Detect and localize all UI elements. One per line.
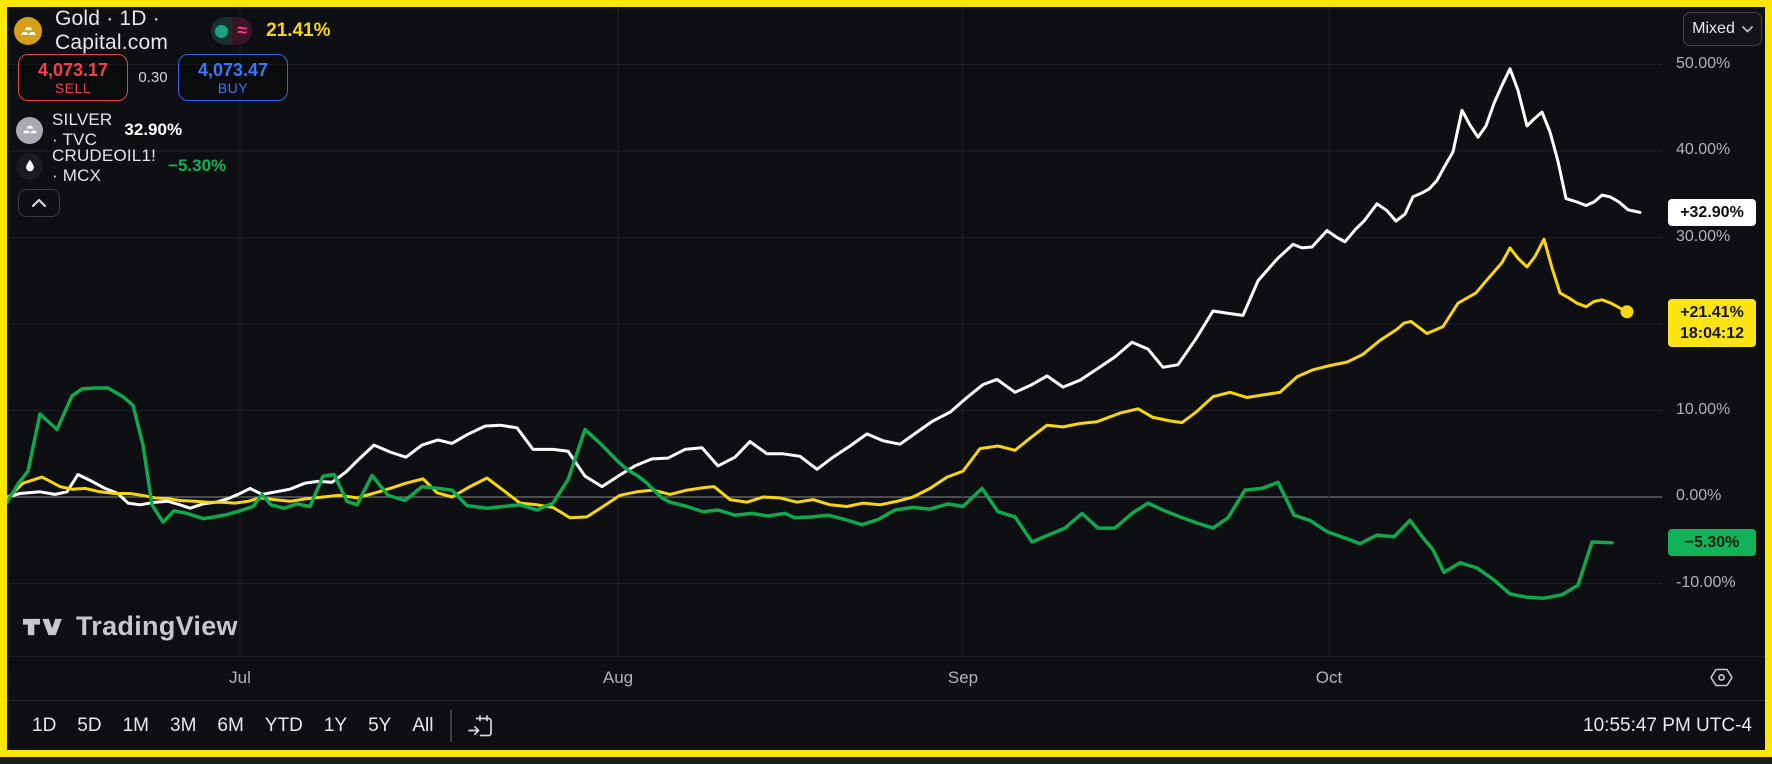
silver-badge: +32.90% [1668,198,1756,226]
watermark-text: TradingView [76,611,238,641]
range-button-1d[interactable]: 1D [32,715,57,736]
range-button-6m[interactable]: 6M [217,715,244,736]
date-range-buttons: 1D 5D 1M 3M 6M YTD 1Y 5Y All [25,712,440,740]
scale-mode-dropdown[interactable]: Mixed [1683,12,1762,46]
tradingview-watermark: TradingView [23,611,238,642]
price-axis-label: 40.00% [1676,141,1731,158]
range-button-3m[interactable]: 3M [170,715,197,736]
green-dot-icon [215,24,229,38]
bottom-toolbar: 1D 5D 1M 3M 6M YTD 1Y 5Y All 10:55:47 PM UTC-4 [7,700,1765,751]
approx-icon: ≈ [237,20,248,40]
price-axis-label: 50.00% [1676,54,1731,72]
compare-change-crudeoil: −5.30% [168,156,227,175]
price-scale[interactable]: 50.00% 40.00% 30.00% 10.00% 0.00% -10.00% +32.… [1662,7,1765,656]
gold-badge: +21.41% 18:04:12 [1668,299,1756,348]
series-line [7,237,1629,520]
time-axis-label-jul: Jul [229,668,251,687]
range-button-5y[interactable]: 5Y [368,715,392,736]
price-axis-label: -10.00% [1676,573,1736,591]
symbol-title: Gold · 1D · Capital.com [55,7,169,54]
toolbar-divider [450,710,452,742]
chevron-down-icon [1741,25,1753,32]
trade-buttons-row: 4,073.17 SELL 0.30 4,073.47 BUY [18,54,288,101]
market-status-toggle[interactable]: ≈ [211,17,253,45]
silver-ingots-icon [22,125,37,134]
range-button-ytd[interactable]: YTD [264,715,303,736]
price-axis-label: 10.00% [1676,400,1731,418]
compare-row-silver[interactable]: SILVER · TVC 32.90% [16,110,183,149]
scale-mode-value: Mixed [1692,20,1735,37]
compare-row-crudeoil[interactable]: CRUDEOIL1! · MCX −5.30% [16,146,227,185]
go-to-date-icon [468,714,493,736]
time-scale[interactable]: Jul Aug Sep Oct [7,656,1765,701]
sell-price: 4,073.17 [37,59,109,80]
silver-symbol-icon [16,116,43,144]
compare-change-silver: 32.90% [124,120,183,139]
buy-button[interactable]: 4,073.47 BUY [178,54,288,101]
oil-droplet-icon [25,159,34,172]
main-symbol-row[interactable]: Gold · 1D · Capital.com ≈ 21.41% [14,7,331,54]
gold-symbol-icon [14,17,42,45]
go-to-date-button[interactable] [464,709,498,743]
series-line [7,386,1614,600]
chevron-up-icon [31,198,47,208]
gold-ingots-icon [20,26,36,35]
time-axis-label-sep: Sep [947,668,979,687]
crudeoil-symbol-icon [16,152,43,180]
range-button-all[interactable]: All [412,715,434,736]
range-button-5d[interactable]: 5D [77,715,102,736]
price-axis-label: 30.00% [1676,227,1731,245]
sell-button[interactable]: 4,073.17 SELL [18,54,128,101]
main-change-percent: 21.41% [266,20,331,41]
sell-label: SELL [54,79,92,96]
buy-label: BUY [217,79,249,96]
tradingview-logo-icon [23,618,62,635]
oil-badge: −5.30% [1668,529,1756,557]
time-axis-label-aug: Aug [602,668,634,687]
series-line [7,67,1642,510]
clock-timezone[interactable]: 10:55:47 PM UTC-4 [1583,715,1752,736]
hexagon-settings-icon [1710,668,1733,687]
buy-price: 4,073.47 [197,59,269,80]
time-axis-label-oct: Oct [1315,668,1343,687]
chart-canvas[interactable] [7,7,1765,750]
legend-collapse-button[interactable] [18,189,60,217]
approx-price-indicator: ≈ [232,17,253,45]
compare-symbol-silver: SILVER · TVC [52,110,113,149]
range-button-1y[interactable]: 1Y [323,715,348,736]
series-end-dot [1620,305,1634,319]
market-open-indicator [211,17,233,45]
spread-value: 0.30 [138,69,168,86]
price-axis-label: 0.00% [1676,487,1722,504]
timescale-settings-button[interactable] [1708,664,1735,691]
range-button-1m[interactable]: 1M [122,715,149,736]
compare-symbol-crudeoil: CRUDEOIL1! · MCX [52,146,157,185]
